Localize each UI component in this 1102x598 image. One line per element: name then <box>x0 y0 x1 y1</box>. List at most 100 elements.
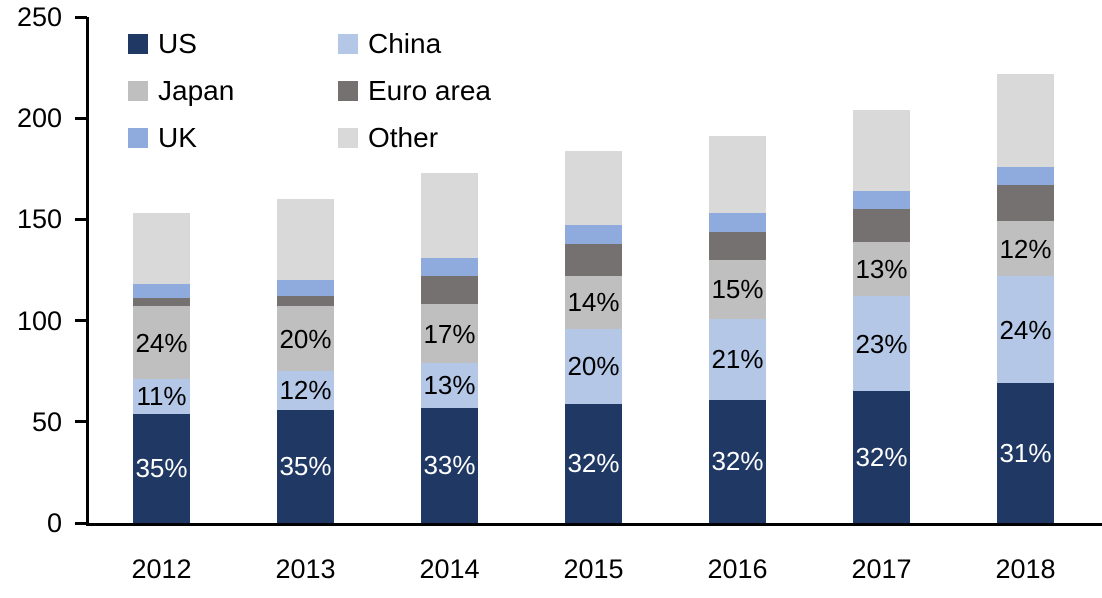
y-axis-tick-label: 200 <box>16 103 62 134</box>
bar-segment-japan-2014: 17% <box>421 304 478 364</box>
segment-label-us-2018: 31% <box>999 438 1052 469</box>
bar-segment-japan-2017: 13% <box>853 241 910 297</box>
legend-item-us: US <box>128 28 338 60</box>
bar-segment-us-2012: 35% <box>133 413 190 523</box>
bar-segment-euro-area-2017 <box>853 209 910 242</box>
segment-label-japan-2017: 13% <box>855 253 908 284</box>
legend-swatch-china <box>338 34 358 54</box>
bar-segment-japan-2015: 14% <box>565 276 622 329</box>
bar-segment-euro-area-2016 <box>709 231 766 260</box>
x-axis-tick-label-2014: 2014 <box>419 554 480 584</box>
legend-label-uk: UK <box>158 122 197 153</box>
y-axis-tick-label: 100 <box>16 305 62 336</box>
x-axis-tick-label-2012: 2012 <box>131 554 192 584</box>
bar-segment-china-2018: 24% <box>997 276 1054 384</box>
bar-segment-other-2017 <box>853 110 910 192</box>
segment-label-china-2016: 21% <box>711 344 764 375</box>
bar-segment-uk-2012 <box>133 284 190 299</box>
x-axis-tick-label-2017: 2017 <box>851 554 912 584</box>
legend-label-other: Other <box>368 122 439 153</box>
y-axis-tick <box>75 521 87 525</box>
bar-segment-other-2012 <box>133 213 190 285</box>
y-axis-tick-label: 150 <box>16 204 62 235</box>
segment-label-japan-2013: 20% <box>279 323 332 354</box>
legend-label-euro-area: Euro area <box>368 75 491 106</box>
segment-label-us-2012: 35% <box>135 453 188 484</box>
x-axis-tick-label-2018: 2018 <box>995 554 1056 584</box>
segment-label-us-2013: 35% <box>279 451 332 482</box>
bar-segment-other-2015 <box>565 150 622 226</box>
bar-segment-uk-2014 <box>421 257 478 277</box>
x-axis-line <box>86 523 1102 526</box>
bar-segment-euro-area-2018 <box>997 184 1054 222</box>
segment-label-us-2014: 33% <box>423 450 476 481</box>
y-axis-tick <box>75 420 87 424</box>
legend-label-japan: Japan <box>158 75 235 106</box>
segment-label-china-2018: 24% <box>999 314 1052 345</box>
legend-item-other: Other <box>338 122 491 154</box>
legend-swatch-euro-area <box>338 81 358 101</box>
bar-segment-us-2018: 31% <box>997 383 1054 523</box>
segment-label-japan-2016: 15% <box>711 274 764 305</box>
bar-segment-japan-2013: 20% <box>277 306 334 372</box>
bar-segment-china-2017: 23% <box>853 296 910 392</box>
bar-segment-other-2018 <box>997 73 1054 167</box>
segment-label-us-2016: 32% <box>711 446 764 477</box>
segment-label-us-2017: 32% <box>855 442 908 473</box>
segment-label-us-2015: 32% <box>567 448 620 479</box>
bar-segment-uk-2018 <box>997 166 1054 185</box>
segment-label-japan-2018: 12% <box>999 233 1052 264</box>
legend-swatch-us <box>128 34 148 54</box>
x-axis-tick-label-2016: 2016 <box>707 554 768 584</box>
bar-segment-euro-area-2015 <box>565 243 622 277</box>
bar-segment-china-2012: 11% <box>133 379 190 414</box>
x-axis-tick-label-2015: 2015 <box>563 554 624 584</box>
bar-segment-euro-area-2012 <box>133 298 190 307</box>
bar-segment-japan-2016: 15% <box>709 259 766 319</box>
legend-swatch-japan <box>128 81 148 101</box>
y-axis-tick <box>75 319 87 323</box>
bar-segment-uk-2013 <box>277 280 334 297</box>
segment-label-japan-2015: 14% <box>567 287 620 318</box>
legend-swatch-uk <box>128 128 148 148</box>
bar-segment-other-2013 <box>277 199 334 281</box>
y-axis-tick <box>75 15 87 19</box>
bar-segment-china-2013: 12% <box>277 371 334 410</box>
legend-item-japan: Japan <box>128 75 338 107</box>
segment-label-japan-2012: 24% <box>135 327 188 358</box>
bar-segment-us-2015: 32% <box>565 403 622 523</box>
legend-item-euro-area: Euro area <box>338 75 491 107</box>
bar-segment-japan-2012: 24% <box>133 306 190 380</box>
bar-segment-china-2015: 20% <box>565 328 622 404</box>
y-axis-line <box>86 17 89 526</box>
y-axis-tick-label: 250 <box>16 2 62 32</box>
bar-segment-uk-2016 <box>709 213 766 232</box>
segment-label-japan-2014: 17% <box>423 318 476 349</box>
y-axis-tick-label: 50 <box>31 406 62 437</box>
legend-item-china: China <box>338 28 491 60</box>
bar-segment-us-2017: 32% <box>853 391 910 523</box>
bar-segment-uk-2015 <box>565 225 622 244</box>
bar-segment-china-2016: 21% <box>709 318 766 400</box>
y-axis-tick <box>75 116 87 120</box>
segment-label-china-2014: 13% <box>423 370 476 401</box>
legend-label-us: US <box>158 28 197 59</box>
bar-segment-uk-2017 <box>853 191 910 210</box>
segment-label-china-2013: 12% <box>279 375 332 406</box>
y-axis-tick <box>75 217 87 221</box>
bar-segment-euro-area-2014 <box>421 276 478 305</box>
bar-segment-euro-area-2013 <box>277 296 334 307</box>
segment-label-china-2017: 23% <box>855 328 908 359</box>
bar-segment-us-2014: 33% <box>421 407 478 523</box>
segment-label-china-2012: 11% <box>136 381 187 412</box>
legend-label-china: China <box>368 28 442 59</box>
legend-item-uk: UK <box>128 122 338 154</box>
bar-segment-other-2016 <box>709 136 766 214</box>
bar-segment-us-2013: 35% <box>277 409 334 523</box>
bar-segment-japan-2018: 12% <box>997 221 1054 277</box>
chart-legend: US China Japan Euro area UK Other <box>128 28 491 154</box>
bar-segment-us-2016: 32% <box>709 399 766 523</box>
bar-segment-other-2014 <box>421 172 478 258</box>
y-axis-tick-label: 0 <box>46 508 62 538</box>
